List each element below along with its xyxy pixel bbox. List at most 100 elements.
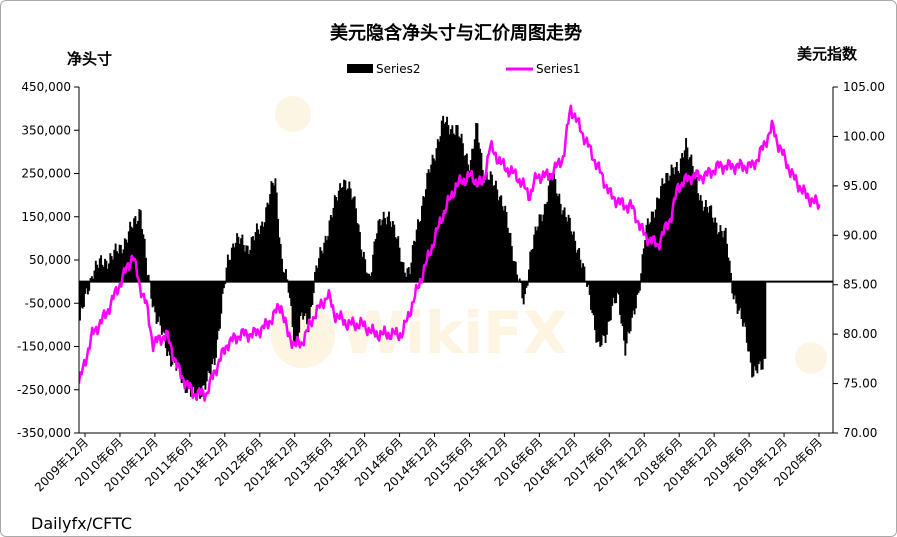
net-position-bar <box>633 281 636 315</box>
net-position-bar <box>382 211 385 282</box>
net-position-bar <box>457 136 460 282</box>
net-position-bar <box>623 281 625 341</box>
net-position-bar <box>200 281 203 398</box>
net-position-bar <box>403 272 406 282</box>
net-position-bar <box>559 203 562 282</box>
net-position-bar <box>715 222 718 282</box>
net-position-bar <box>526 281 529 286</box>
net-position-bar <box>539 214 542 282</box>
net-position-bar <box>719 225 722 282</box>
net-position-bar <box>704 200 707 282</box>
net-position-bar <box>138 209 141 282</box>
net-position-bar <box>516 274 519 282</box>
net-position-bar <box>217 281 220 331</box>
right-tick-label: 85.00 <box>843 278 877 292</box>
net-position-bar <box>150 281 153 299</box>
net-position-bar <box>568 217 571 282</box>
net-position-bar <box>207 281 210 371</box>
net-position-bar <box>501 206 504 282</box>
net-position-bar <box>652 211 655 282</box>
net-position-bar <box>343 179 346 282</box>
net-position-bar <box>498 196 501 282</box>
net-position-bar <box>93 270 96 282</box>
net-position-bar <box>88 281 91 291</box>
net-position-bar <box>426 172 429 282</box>
net-position-bar <box>454 135 456 282</box>
net-position-bar <box>483 183 486 282</box>
net-position-bar <box>634 281 637 309</box>
net-position-bar <box>118 244 121 282</box>
net-position-bar <box>85 281 88 289</box>
net-position-bar <box>393 224 396 282</box>
net-position-bar <box>197 281 200 390</box>
net-position-bar <box>451 125 454 282</box>
net-position-bar <box>290 281 293 306</box>
net-position-bar <box>160 281 163 335</box>
net-position-bar <box>360 249 363 282</box>
net-position-bar <box>627 281 629 332</box>
net-position-bar <box>649 222 652 282</box>
net-position-bar <box>270 181 273 282</box>
net-position-bar <box>694 171 697 282</box>
net-position-bar <box>764 281 767 359</box>
net-position-bar <box>545 203 548 282</box>
net-position-bar <box>215 281 217 358</box>
net-position-bar <box>244 251 246 282</box>
net-position-bar <box>122 249 125 282</box>
net-position-bar <box>142 234 145 282</box>
left-tick-label: 50,000 <box>29 253 71 267</box>
net-position-bar <box>538 214 541 282</box>
net-position-bar <box>580 267 583 282</box>
right-tick-label: 100.00 <box>843 129 885 143</box>
net-position-bar <box>224 281 227 285</box>
net-position-bar <box>529 251 532 282</box>
net-position-bar <box>201 281 204 386</box>
net-position-bar <box>496 189 499 282</box>
net-position-bar <box>213 281 216 365</box>
net-position-bar <box>720 231 723 282</box>
net-position-bar <box>242 244 245 282</box>
net-position-bar <box>220 281 223 314</box>
net-position-bar <box>304 281 307 314</box>
net-position-bar <box>726 243 728 282</box>
net-position-bar <box>546 201 549 282</box>
net-position-bar <box>422 196 425 282</box>
net-position-bar <box>185 281 188 393</box>
net-position-bar <box>706 206 709 282</box>
net-position-bar <box>394 237 397 282</box>
net-position-bar <box>489 171 492 282</box>
net-position-bar <box>542 214 545 282</box>
net-position-bar <box>599 281 602 347</box>
net-position-bar <box>287 281 290 293</box>
net-position-bar <box>513 261 516 282</box>
net-position-bar <box>537 226 540 282</box>
net-position-bar <box>514 261 517 282</box>
net-position-bar <box>427 169 430 282</box>
net-position-bar <box>204 281 207 390</box>
net-position-bar <box>741 281 744 327</box>
net-position-bar <box>199 281 202 399</box>
net-position-bar <box>716 234 719 282</box>
net-position-bar <box>126 242 129 282</box>
net-position-bar <box>275 192 278 282</box>
net-position-bar <box>248 254 250 282</box>
net-position-bar <box>113 249 116 282</box>
net-position-bar <box>551 178 554 282</box>
net-position-bar <box>94 260 97 282</box>
net-position-bar <box>172 281 175 358</box>
net-position-bar <box>265 207 268 282</box>
net-position-bar <box>698 200 701 282</box>
net-position-bar <box>595 281 598 343</box>
net-position-bar <box>281 258 283 282</box>
right-tick-label: 80.00 <box>843 327 877 341</box>
net-position-bar <box>434 160 437 282</box>
net-position-bar <box>325 240 328 282</box>
net-position-bar <box>730 272 732 282</box>
net-position-bar <box>134 216 137 282</box>
net-position-bar <box>135 223 138 282</box>
net-position-bar <box>661 178 664 282</box>
net-position-bar <box>491 174 493 282</box>
net-position-bar <box>461 143 464 282</box>
net-position-bar <box>744 281 747 327</box>
